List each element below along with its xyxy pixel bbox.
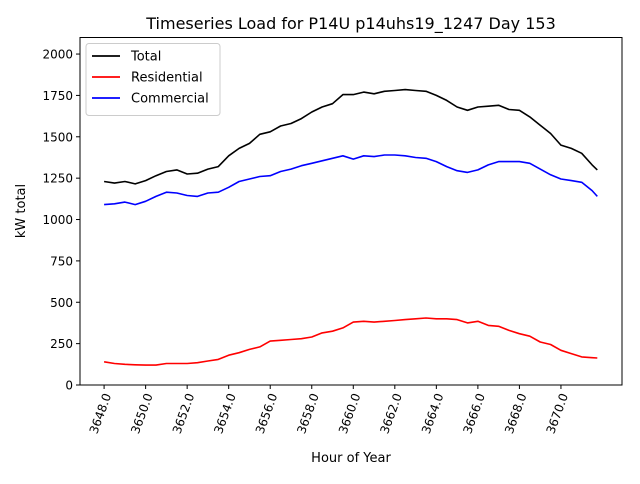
legend-label-commercial: Commercial: [131, 92, 209, 107]
y-tick-label: 1250: [42, 172, 73, 186]
y-tick-label: 0: [65, 379, 73, 393]
x-tick-label: 3656.0: [253, 391, 281, 435]
legend-label-total: Total: [130, 50, 161, 65]
y-axis-label: kW total: [14, 184, 29, 238]
x-tick-label: 3670.0: [544, 391, 572, 435]
x-tick-label: 3658.0: [294, 391, 322, 435]
x-tick-label: 3664.0: [419, 391, 447, 435]
plot-area-frame: [79, 37, 623, 386]
x-tick-label: 3654.0: [211, 391, 239, 435]
y-tick-label: 1500: [42, 130, 73, 144]
series-line-commercial: [104, 154, 598, 206]
x-axis: 3648.0 3650.0 3652.0 3654.0 3656.0 3658.0 3660…: [87, 385, 571, 436]
y-tick-label: 1000: [42, 213, 73, 227]
y-tick-label: 750: [50, 254, 73, 268]
y-tick-label: 500: [50, 296, 73, 310]
y-tick-label: 2000: [42, 48, 73, 62]
series-layer: [103, 88, 598, 366]
y-axis: 0 250 500 750 1000 1250 1500 1750 2000: [42, 48, 80, 393]
series-line-residential: [103, 317, 598, 366]
y-tick-label: 250: [50, 337, 73, 351]
x-tick-label: 3660.0: [336, 391, 364, 435]
x-tick-label: 3650.0: [128, 391, 156, 435]
x-axis-label: Hour of Year: [311, 451, 391, 466]
x-tick-label: 3662.0: [377, 391, 405, 435]
x-tick-label: 3648.0: [87, 391, 115, 435]
x-tick-label: 3652.0: [170, 391, 198, 435]
series-line-total: [103, 88, 598, 185]
x-tick-label: 3666.0: [460, 391, 488, 435]
legend-label-residential: Residential: [131, 71, 203, 86]
legend: Total Residential Commercial: [85, 43, 221, 116]
y-tick-label: 1750: [42, 89, 73, 103]
x-tick-label: 3668.0: [502, 391, 530, 435]
chart-title: Timeseries Load for P14U p14uhs19_1247 D…: [145, 14, 556, 34]
